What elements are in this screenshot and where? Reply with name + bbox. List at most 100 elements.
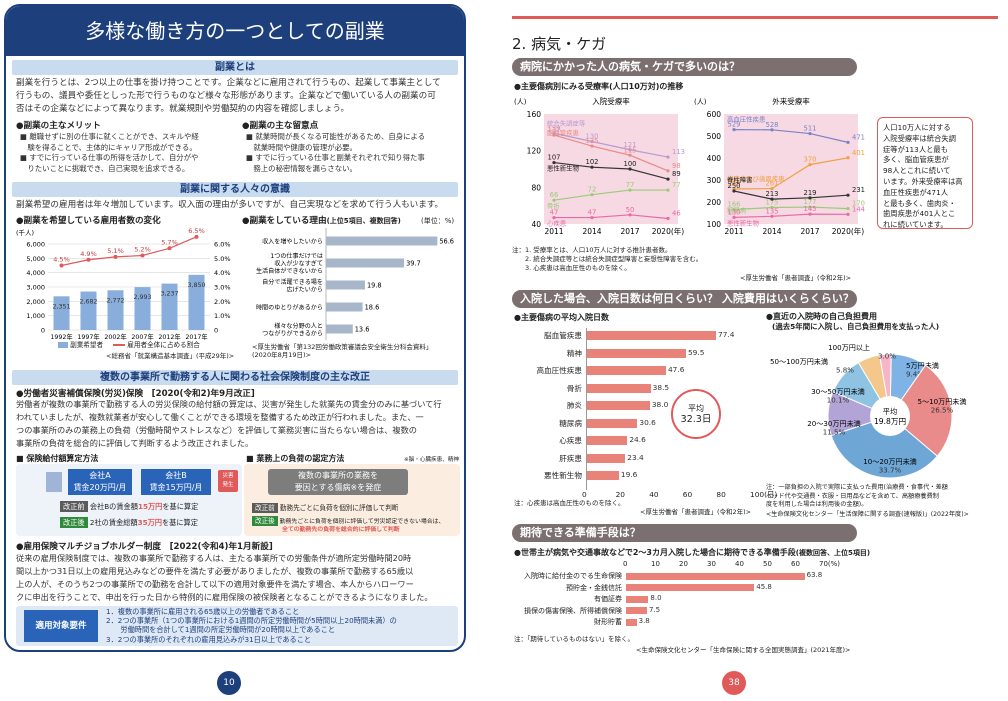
bar <box>586 471 619 480</box>
callout-box: 人口10万人に対する 入院受療率は統合失調 症等が113人と最も 多く、脳血管疾… <box>877 117 973 229</box>
bar <box>626 584 755 592</box>
bar-value-label: 59.5 <box>687 347 705 357</box>
data-value-label: 401 <box>852 149 865 157</box>
prep-title: ●世帯主が病気や交通事故などで2～3カ月入院した場合に期待できる準備手段 <box>514 548 796 557</box>
data-value-label: 145 <box>804 205 817 213</box>
avg-days-value: 32.3日 <box>680 414 712 425</box>
ratio-value-label: 5.1% <box>107 247 124 255</box>
bar <box>107 290 124 330</box>
data-point <box>808 212 812 216</box>
avg-days-badge: 平均 32.3日 <box>671 389 721 439</box>
awareness-paragraph: 副業希望の雇用者は年々増加しています。収入面の理由が多いですが、自己実現などを求… <box>16 200 444 210</box>
bar <box>586 348 686 358</box>
data-value-label: 130 <box>728 208 741 216</box>
data-point <box>846 156 850 160</box>
bar-value-label: 56.6 <box>439 238 454 246</box>
injury-tag-line: 災害 <box>222 473 234 479</box>
data-value-label: 121 <box>624 141 637 149</box>
chart2-unit: (単位：%) <box>421 217 455 225</box>
data-point <box>808 196 812 200</box>
days-source: <厚生労働省「患者調査」(令和2年)> <box>640 508 752 516</box>
cost-note: ベッド代や交通費・衣服・日用品などを含めて、高額療養費制 <box>766 492 939 500</box>
series-name-label: 歯肉炎及び歯周疾患 <box>727 174 785 183</box>
chart-title: 入院受療率 <box>592 96 630 106</box>
bar <box>188 274 205 330</box>
requirements-label: 適用対象要件 <box>24 610 98 642</box>
x-tick-label: 20 <box>679 560 688 568</box>
series-line <box>733 213 849 218</box>
data-point <box>628 153 632 157</box>
before-tag: 改正前 <box>60 501 88 512</box>
pie-slice <box>830 415 938 479</box>
data-value-label: 107 <box>548 154 561 162</box>
box2-after-highlight: 全ての勤務先の負荷を総合的に評価して判断 <box>282 527 400 533</box>
callout-line: 歯周疾患が401人とこ <box>883 209 956 219</box>
bar <box>586 383 651 393</box>
y-tick-label: 100 <box>707 220 722 229</box>
paragraph-line: 労働者が複数の事業所で勤務する人の労災保険の給付額の算定は、災害が発生した就業先… <box>16 399 442 409</box>
data-point <box>666 169 670 173</box>
y-tick-label: 120 <box>527 147 542 156</box>
bar-value-label: 8.0 <box>650 594 662 603</box>
series-line <box>553 134 669 172</box>
y-tick-label: 160 <box>527 110 542 119</box>
y-tick-label: 0 <box>41 327 45 335</box>
data-value-label: 219 <box>804 189 817 197</box>
data-point <box>808 131 812 136</box>
data-value-label: 47 <box>550 209 559 217</box>
ratio-value-label: 4.9% <box>80 250 97 258</box>
data-point <box>846 140 850 144</box>
bar-value-label: 2,351 <box>52 303 70 310</box>
category-label: 高血圧性疾患 <box>536 366 582 375</box>
data-value-label: 113 <box>672 148 685 156</box>
days-title: ●主要傷病の平均入院日数 <box>514 313 609 322</box>
category-label: 有価証券 <box>594 595 622 604</box>
demerit-line: ■ 就業時間が長くなる可能性があるため、自身による <box>246 132 426 141</box>
requirement-line: 労働時間を合計して1週間の所定労働時間が20時間以上であること <box>106 625 336 635</box>
hospital-days-chart: 脳血管疾患 77.4 精神 59.5 高血圧性疾患 47.6 骨折 38.5 肺炎 38.0 糖尿病… <box>512 326 777 498</box>
data-point <box>628 188 632 192</box>
y2-tick-label: 1.0% <box>214 312 231 320</box>
data-value-label: 231 <box>852 186 865 194</box>
merit-line: りたいことに挑戦でき、自己実現を追求できる。 <box>20 163 190 173</box>
data-point <box>628 213 632 217</box>
section-heading-insurance: 複数の事業所で勤務する人に関わる社会保険制度の主な改正 <box>12 370 458 385</box>
data-point <box>732 207 736 212</box>
slice-label: 30～50万円未満 <box>811 387 865 396</box>
demerit-line: 務上の秘密情報を漏らさない。 <box>246 163 357 173</box>
chart1-source: <総務省「就業構造基本調査」(平成29年)> <box>106 352 235 360</box>
legend-label-applicants: 副業希望者 <box>70 341 104 349</box>
section-heading-hospitalization: 入院した場合、入院日数は何日くらい？ 入院費用はいくらくらい？ <box>512 290 857 308</box>
bar-value-label: 3,850 <box>187 282 205 289</box>
data-value-label: 77 <box>626 181 635 189</box>
category-label: 肺炎 <box>566 401 582 410</box>
bar <box>80 291 97 330</box>
paragraph-line: 間以上かつ31日以上の雇用見込みなどの要件を満たす必要がありましたが、複数の事業… <box>16 566 414 576</box>
pie-center <box>870 396 910 436</box>
bar <box>586 436 628 445</box>
slice-label: 50～100万円未満 <box>770 357 828 366</box>
legend-swatch-bar <box>58 342 68 348</box>
category-label: 骨折 <box>566 383 582 393</box>
box1-after-amount: 35万円 <box>137 518 162 527</box>
bar-value-label: 7.5 <box>649 605 661 614</box>
category-label: 肝疾患 <box>559 453 582 463</box>
cost-note: 度を利用した場合は利用後の金額)。 <box>766 501 868 508</box>
category-label: 財形貯蓄 <box>594 618 622 627</box>
series-name-label: 骨折 <box>547 201 560 210</box>
category-label: 悪性新生物 <box>544 471 582 480</box>
category-label: 精神 <box>566 348 582 358</box>
y-axis-label: (千人) <box>16 228 34 237</box>
ratio-point <box>140 253 145 258</box>
bar-value-label: 39.7 <box>406 260 421 268</box>
ratio-point <box>86 257 91 262</box>
bar-value-label: 13.6 <box>355 326 370 334</box>
prep-subtitle: (複数回答、上位5項目) <box>795 549 871 557</box>
callout-line: 人口10万人に対する <box>883 123 951 132</box>
series-name-label: 高血圧性疾患 <box>727 115 766 124</box>
chart1-title: ●副業を希望している雇用者数の変化 <box>16 216 161 226</box>
series-name-label: 心疾患 <box>547 219 567 228</box>
data-point <box>846 193 850 197</box>
ratio-value-label: 4.5% <box>53 256 70 264</box>
y2-tick-label: 2.0% <box>214 298 231 306</box>
